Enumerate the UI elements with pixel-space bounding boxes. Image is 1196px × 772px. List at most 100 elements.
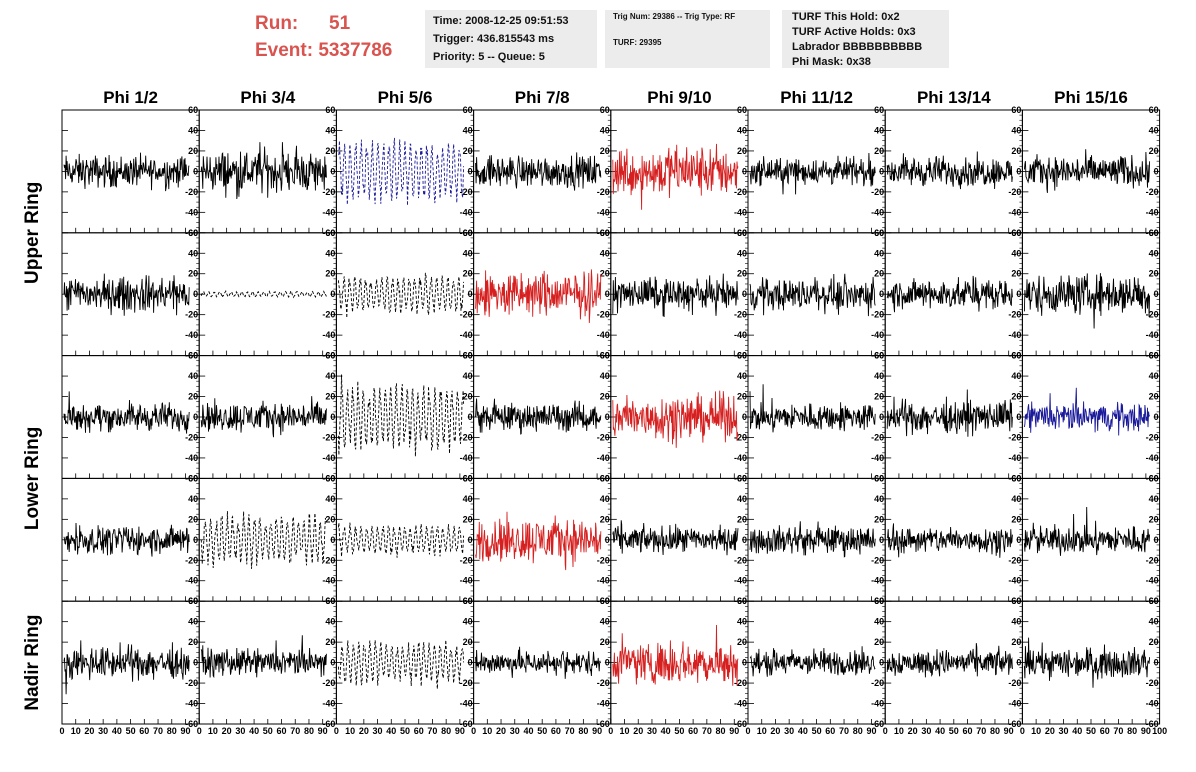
y-tick-label: -40 (1146, 576, 1159, 586)
x-tick-label: 70 (153, 726, 163, 736)
y-tick-label: 0 (1016, 166, 1021, 176)
y-tick-label: -20 (1146, 432, 1159, 442)
x-tick-label: 90 (1004, 726, 1014, 736)
y-tick-label: -40 (1146, 699, 1159, 709)
y-tick-label: 60 (325, 351, 335, 361)
waveform-trace (749, 273, 876, 317)
x-tick-label: 40 (112, 726, 122, 736)
waveform-trace (337, 374, 465, 457)
y-tick-label: 40 (1011, 248, 1021, 258)
x-tick-label: 40 (386, 726, 396, 736)
x-tick-label: 20 (1045, 726, 1055, 736)
y-tick-label: -60 (734, 719, 747, 729)
y-tick-label: 60 (463, 596, 473, 606)
x-tick-label: 90 (318, 726, 328, 736)
y-tick-label: 0 (468, 412, 473, 422)
y-tick-label: 20 (188, 392, 198, 402)
run-label: Run: (255, 13, 299, 34)
waveform-trace (749, 646, 876, 677)
y-tick-label: 60 (325, 596, 335, 606)
y-tick-label: 40 (1149, 125, 1159, 135)
y-tick-label: -40 (460, 207, 473, 217)
y-tick-label: 0 (879, 658, 884, 668)
y-tick-label: 20 (1149, 637, 1159, 647)
column-header: Phi 1/2 (103, 88, 158, 107)
y-tick-label: 60 (1011, 473, 1021, 483)
y-tick-label: -20 (460, 187, 473, 197)
y-tick-label: 0 (605, 658, 610, 668)
y-tick-label: -20 (460, 678, 473, 688)
turf-active-holds-text: TURF Active Holds: 0x3 (792, 26, 916, 38)
waveform-trace (1023, 273, 1151, 329)
y-tick-label: -20 (1008, 310, 1021, 320)
waveform-trace (337, 639, 465, 690)
y-tick-label: 20 (600, 392, 610, 402)
y-tick-label: 40 (600, 125, 610, 135)
trigger-text: Trigger: 436.815543 ms (433, 33, 555, 45)
y-tick-label: -20 (1146, 555, 1159, 565)
y-tick-label: -20 (871, 555, 884, 565)
y-tick-label: -20 (597, 555, 610, 565)
y-tick-label: 20 (737, 269, 747, 279)
y-tick-label: 20 (874, 514, 884, 524)
y-tick-label: -60 (1008, 719, 1021, 729)
x-tick-label: 80 (853, 726, 863, 736)
waveform-trace (475, 646, 601, 679)
y-tick-label: -40 (871, 207, 884, 217)
y-tick-label: 0 (879, 535, 884, 545)
x-tick-label: 50 (263, 726, 273, 736)
y-tick-label: 40 (600, 494, 610, 504)
y-tick-label: -20 (1008, 678, 1021, 688)
waveform-trace (1023, 387, 1150, 436)
y-tick-label: -40 (322, 207, 335, 217)
y-tick-label: 60 (1011, 105, 1021, 115)
y-tick-label: -20 (1146, 310, 1159, 320)
y-tick-label: -40 (322, 330, 335, 340)
y-tick-label: -40 (597, 453, 610, 463)
waveform-trace (475, 511, 602, 571)
x-tick-label: 30 (921, 726, 931, 736)
y-tick-label: 60 (188, 105, 198, 115)
y-tick-label: 40 (1149, 248, 1159, 258)
y-tick-label: -40 (1146, 207, 1159, 217)
y-tick-label: 60 (463, 351, 473, 361)
y-tick-label: -40 (597, 207, 610, 217)
x-tick-label: 70 (427, 726, 437, 736)
y-tick-label: 60 (600, 228, 610, 238)
y-tick-label: 60 (1149, 351, 1159, 361)
column-header: Phi 13/14 (917, 88, 991, 107)
x-tick-label: 30 (784, 726, 794, 736)
waveform-trace (475, 398, 602, 435)
x-tick-label: 60 (1100, 726, 1110, 736)
y-tick-label: -20 (460, 555, 473, 565)
y-tick-label: -20 (322, 555, 335, 565)
x-tick-label: 0 (334, 726, 339, 736)
y-tick-label: 40 (463, 371, 473, 381)
y-tick-label: 0 (193, 535, 198, 545)
y-tick-label: 40 (600, 617, 610, 627)
y-tick-label: 40 (874, 371, 884, 381)
y-tick-label: 0 (605, 289, 610, 299)
y-tick-label: 40 (737, 371, 747, 381)
x-tick-label: 90 (592, 726, 602, 736)
y-tick-label: -40 (322, 699, 335, 709)
y-tick-label: -40 (460, 330, 473, 340)
trig-num-text: Trig Num: 29386 -- Trig Type: RF (613, 12, 736, 21)
y-tick-label: -40 (734, 330, 747, 340)
y-tick-label: 20 (1011, 392, 1021, 402)
waveform-trace (337, 522, 465, 558)
y-tick-label: 0 (330, 412, 335, 422)
y-tick-label: -40 (871, 576, 884, 586)
y-tick-label: 0 (468, 166, 473, 176)
y-tick-label: 60 (874, 473, 884, 483)
x-tick-label: 10 (208, 726, 218, 736)
y-tick-label: 40 (874, 494, 884, 504)
x-tick-label: 0 (59, 726, 64, 736)
y-tick-label: 60 (1011, 351, 1021, 361)
x-tick-label: 50 (949, 726, 959, 736)
waveform-trace (886, 275, 1013, 313)
turf-num-text: TURF: 29395 (613, 38, 662, 47)
y-tick-label: 20 (874, 392, 884, 402)
y-tick-label: -20 (734, 678, 747, 688)
trig-info-panel: Trig Num: 29386 -- Trig Type: RF TURF: 2… (605, 10, 770, 68)
